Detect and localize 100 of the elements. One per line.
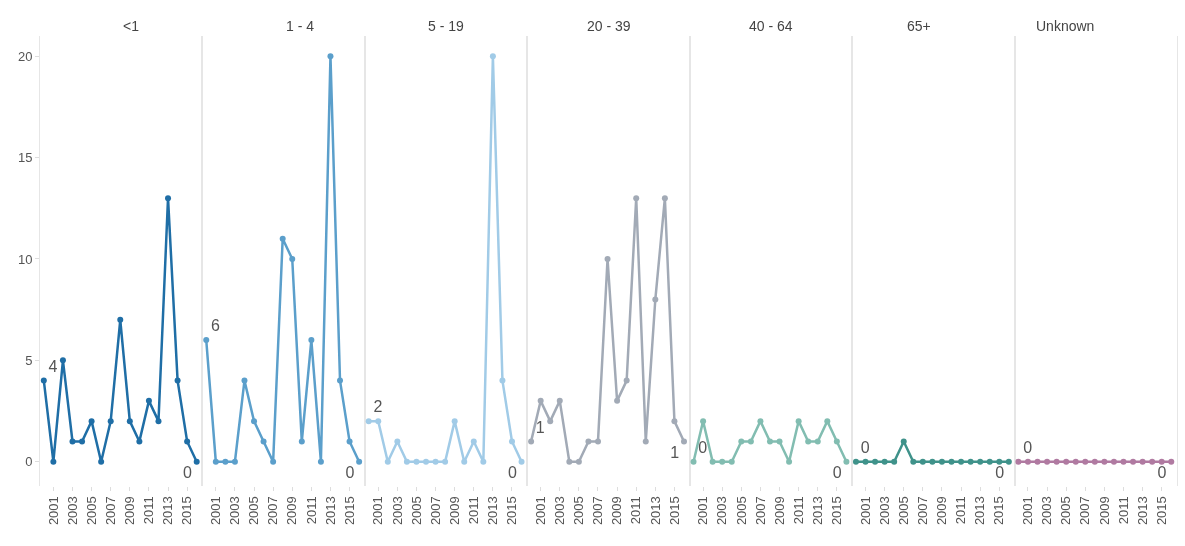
point <box>633 195 640 202</box>
point <box>59 357 66 364</box>
point <box>623 377 630 384</box>
point <box>403 458 410 465</box>
point <box>174 377 181 384</box>
point <box>184 438 191 445</box>
point <box>155 418 162 425</box>
point <box>585 438 592 445</box>
data-label: 0 <box>507 464 517 482</box>
x-tick-label: 2013 <box>160 496 176 526</box>
x-tick-label: 2009 <box>934 496 950 526</box>
x-tick-label: 2013 <box>809 496 825 526</box>
x-tick-label: 2005 <box>408 496 424 526</box>
x-tick-label: 2001 <box>1020 496 1036 526</box>
x-tick-label: 2009 <box>1096 496 1112 526</box>
point <box>528 438 535 445</box>
x-tick-label: 2011 <box>303 496 319 525</box>
x-tick-label: 2013 <box>1134 496 1150 526</box>
point <box>480 458 487 465</box>
point <box>423 458 430 465</box>
point <box>270 458 277 465</box>
point <box>231 458 238 465</box>
point <box>442 458 449 465</box>
x-tick-label: 2001 <box>695 496 711 526</box>
point <box>594 438 601 445</box>
x-tick-label: 2009 <box>446 496 462 526</box>
point <box>604 255 611 262</box>
x-tick-label: 2001 <box>857 496 873 526</box>
x-tick-label: 2013 <box>972 496 988 526</box>
x-tick-label: 2011 <box>953 496 969 525</box>
x-tick-label: 2015 <box>829 496 845 526</box>
data-label: 6 <box>211 317 220 335</box>
point <box>671 418 678 425</box>
x-tick-label: 2009 <box>609 496 625 526</box>
point <box>509 438 515 445</box>
x-tick-label: 2003 <box>552 496 567 526</box>
point <box>98 458 105 465</box>
x-tick-label: 2011 <box>628 496 644 525</box>
point <box>317 458 324 465</box>
x-tick-label: 2005 <box>1058 496 1074 526</box>
x-tick-label: 2003 <box>1039 496 1055 526</box>
x-tick-label: 2015 <box>179 496 195 526</box>
point <box>346 438 353 445</box>
point <box>451 418 458 425</box>
x-tick-label: 2007 <box>102 496 118 526</box>
x-tick-label: 2011 <box>466 496 481 525</box>
point <box>499 377 506 384</box>
point <box>375 418 382 425</box>
data-label: 0 <box>1023 438 1033 456</box>
data-label: 0 <box>345 464 355 482</box>
point <box>279 235 286 242</box>
y-tick-label: 0 <box>25 454 33 470</box>
x-tick-label: 2003 <box>227 496 243 526</box>
data-label: 2 <box>373 398 383 416</box>
point <box>308 337 315 344</box>
chart-title: 1 - 4 <box>286 18 315 34</box>
point <box>136 438 143 445</box>
x-tick-label: 2005 <box>571 496 587 526</box>
point <box>212 458 219 465</box>
y-tick-label: 10 <box>17 251 33 267</box>
data-label: 1 <box>670 444 680 462</box>
chart-title: 20 - 39 <box>587 18 631 34</box>
x-tick-label: 2013 <box>322 496 338 526</box>
x-tick-label: 2007 <box>1077 496 1093 526</box>
data-label: 0 <box>183 464 193 482</box>
x-tick-label: 2015 <box>666 496 682 526</box>
x-tick-label: 2011 <box>141 496 157 525</box>
point <box>413 458 420 465</box>
point <box>203 337 210 344</box>
point <box>547 418 554 425</box>
point <box>241 377 248 384</box>
y-tick-label: 15 <box>17 150 33 166</box>
x-tick-label: 2005 <box>246 496 262 526</box>
point <box>575 458 582 465</box>
x-tick-label: 2015 <box>341 496 357 526</box>
data-label: 4 <box>48 357 58 375</box>
point <box>107 418 114 425</box>
point <box>384 458 391 465</box>
point <box>50 458 57 465</box>
chart-title: 5 - 19 <box>428 18 465 34</box>
x-tick-label: 2001 <box>45 496 61 526</box>
x-tick-label: 2013 <box>647 496 663 526</box>
x-tick-label: 2009 <box>122 496 138 526</box>
point <box>680 438 687 445</box>
data-label: 0 <box>1157 464 1167 482</box>
point <box>126 418 133 425</box>
point <box>289 255 296 262</box>
data-label: 0 <box>995 464 1005 482</box>
chart-title: <1 <box>123 18 140 34</box>
point <box>432 458 439 465</box>
x-tick-label: 2007 <box>427 496 443 526</box>
point <box>489 53 496 60</box>
x-tick-label: 2007 <box>915 496 931 526</box>
point <box>327 53 334 60</box>
point <box>145 397 152 404</box>
point <box>394 438 401 445</box>
point <box>337 377 344 384</box>
point <box>470 438 477 445</box>
x-tick-label: 2003 <box>714 496 730 526</box>
point <box>556 397 563 404</box>
